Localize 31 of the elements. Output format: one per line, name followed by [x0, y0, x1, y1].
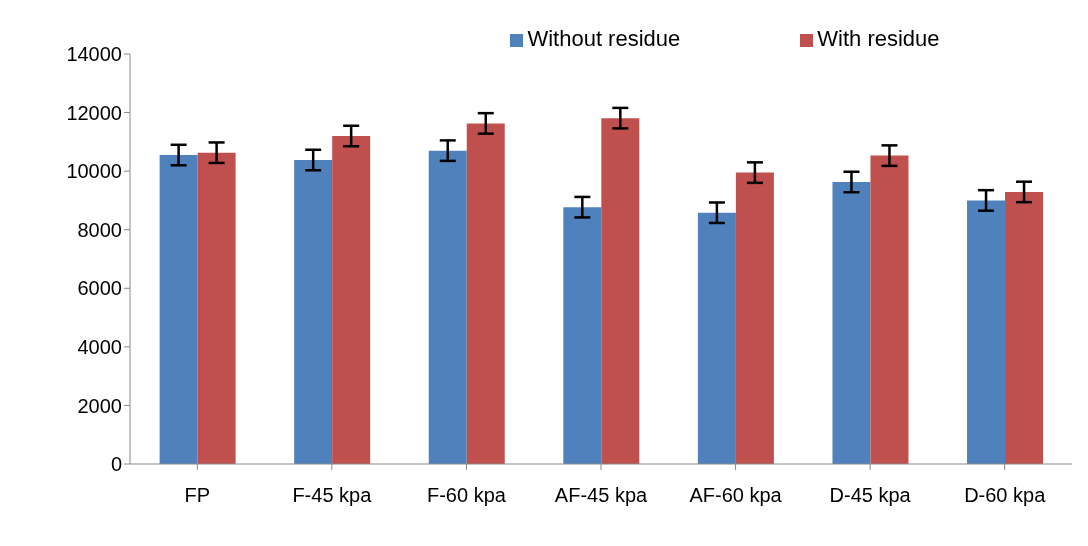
- bar: [967, 200, 1006, 464]
- bar: [428, 150, 467, 464]
- x-tick-label: D-60 kpa: [964, 484, 1047, 507]
- x-tick-label: D-45 kpa: [829, 484, 912, 507]
- bar: [466, 123, 505, 464]
- y-tick-label: 6000: [77, 277, 122, 300]
- legend-label: With residue: [817, 26, 940, 51]
- bar: [294, 160, 333, 464]
- bar: [563, 207, 602, 464]
- bar: [1005, 191, 1044, 464]
- x-tick-label: FP: [184, 484, 211, 507]
- y-tick-label: 8000: [77, 218, 122, 241]
- x-tick-label: F-60 kpa: [426, 484, 507, 507]
- y-tick-label: 10000: [66, 160, 122, 183]
- bar: [735, 172, 774, 464]
- legend-label: Without residue: [527, 26, 681, 51]
- bar: [197, 152, 236, 464]
- bar: [159, 155, 198, 464]
- y-tick-label: 4000: [77, 335, 122, 358]
- y-tick-label: 0: [110, 453, 122, 476]
- x-tick-label: F-45 kpa: [292, 484, 373, 507]
- bar: [870, 155, 909, 464]
- x-tick-label: AF-45 kpa: [554, 484, 649, 507]
- bar: [601, 118, 640, 464]
- y-tick-label: 2000: [77, 394, 122, 417]
- x-tick-label: AF-60 kpa: [689, 484, 783, 507]
- y-tick-label: 12000: [66, 101, 122, 124]
- bar: [832, 181, 871, 464]
- bar: [332, 136, 371, 464]
- y-tick-label: 14000: [66, 43, 122, 66]
- bar: [697, 212, 736, 464]
